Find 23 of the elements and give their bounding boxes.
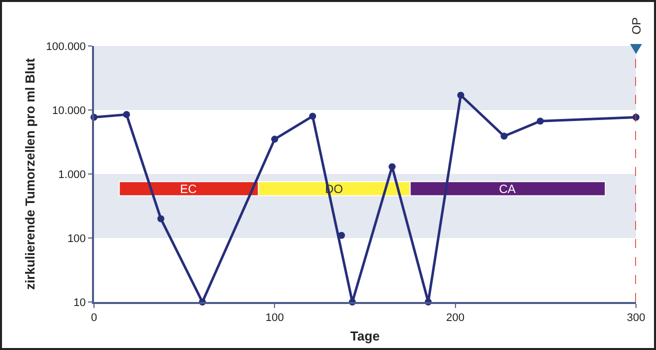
x-tick-label: 100 — [265, 312, 284, 324]
point — [536, 118, 544, 125]
point — [500, 132, 508, 140]
x-tick-label: 300 — [626, 312, 646, 324]
point — [157, 215, 164, 222]
band-label: CA — [499, 182, 516, 196]
band-label: EC — [180, 182, 198, 196]
y-tick-label: 10.000 — [52, 104, 86, 117]
point — [271, 136, 278, 143]
y-tick-label: 100 — [67, 232, 86, 245]
y-tick-label: 10 — [74, 296, 86, 309]
point — [388, 163, 396, 170]
y-tick-label: 100.000 — [46, 40, 86, 53]
y-axis-title: zirkulierende Tumorzellen pro ml Blut — [22, 58, 38, 290]
point — [338, 232, 346, 239]
y-tick-label: 1.000 — [58, 168, 86, 181]
point — [309, 112, 316, 120]
x-tick-label: 200 — [446, 312, 465, 324]
x-axis-title: Tage — [350, 328, 380, 344]
ref-line-label: OP — [629, 17, 644, 35]
point — [123, 111, 130, 118]
x-tick-label: 0 — [90, 312, 98, 324]
point — [457, 92, 464, 99]
